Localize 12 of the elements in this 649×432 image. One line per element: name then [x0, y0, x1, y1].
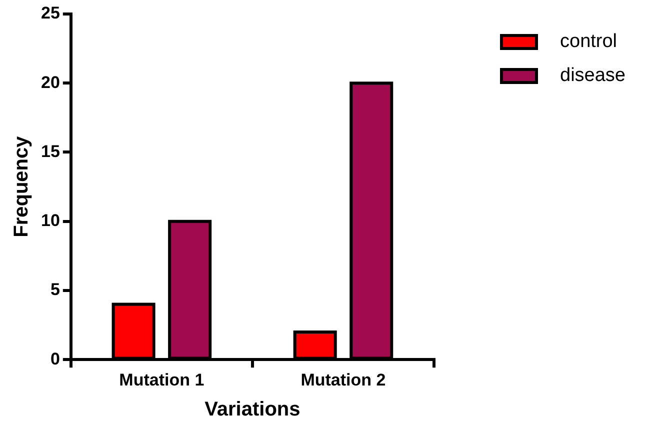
y-tick-label: 15 — [40, 142, 60, 161]
y-axis-title: Frequency — [10, 135, 33, 238]
legend-label: control — [560, 31, 618, 53]
legend-label: disease — [560, 65, 626, 87]
y-tick-label: 0 — [50, 349, 60, 368]
y-tick-label: 20 — [40, 72, 60, 92]
y-tick-label: 25 — [40, 4, 60, 23]
y-tick-label: 10 — [40, 211, 60, 230]
x-axis-title: Variations — [204, 398, 300, 421]
x-tick-label: Mutation 1 — [119, 370, 204, 390]
y-tick-label: 5 — [50, 280, 60, 300]
x-tick-label: Mutation 2 — [300, 370, 386, 390]
